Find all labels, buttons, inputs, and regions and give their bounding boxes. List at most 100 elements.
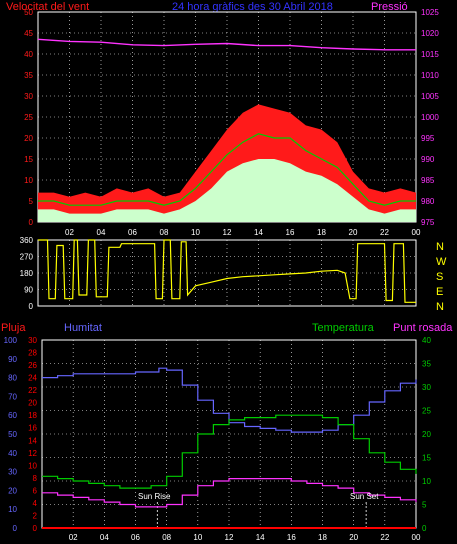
time-tick-label: 04 xyxy=(97,228,106,237)
time-tick-label: 06 xyxy=(131,533,140,542)
humidity-tick-label: 10 xyxy=(8,505,17,514)
time-tick-label: 04 xyxy=(100,533,109,542)
humidity-tick-label: 20 xyxy=(8,486,17,495)
time-tick-label: 00 xyxy=(412,228,421,237)
pressure-tick-label: 980 xyxy=(421,197,435,206)
rain-tick-label: 26 xyxy=(28,361,37,370)
rain-tick-label: 20 xyxy=(28,399,37,408)
wind-speed-title: Velocitat del vent xyxy=(6,1,89,13)
wind-tick-label: 20 xyxy=(24,134,33,143)
humidity-tick-label: 0 xyxy=(13,524,18,533)
direction-tick-label: 360 xyxy=(20,236,34,245)
rain-tick-label: 8 xyxy=(33,474,38,483)
lower-series xyxy=(42,367,417,529)
rain-tick-label: 10 xyxy=(28,461,37,470)
rain-tick-label: 30 xyxy=(28,336,37,345)
wind-time-axis: 02 04 06 08 10 12 14 16 18 20 22 00 xyxy=(65,228,421,237)
humidity-tick-label: 70 xyxy=(8,392,17,401)
humidity-tick-label: 60 xyxy=(8,411,17,420)
direction-tick-label: 180 xyxy=(20,269,34,278)
time-tick-label: 16 xyxy=(286,228,295,237)
time-tick-label: 12 xyxy=(223,228,232,237)
rain-tick-label: 22 xyxy=(28,386,37,395)
time-tick-label: 12 xyxy=(225,533,234,542)
wind-speed-axis: 0 5 10 15 20 25 30 35 40 45 50 xyxy=(24,8,33,227)
time-tick-label: 16 xyxy=(287,533,296,542)
pressure-tick-label: 1005 xyxy=(421,92,439,101)
temperature-tick-label: 40 xyxy=(422,336,431,345)
time-tick-label: 02 xyxy=(69,533,78,542)
wind-tick-label: 5 xyxy=(29,197,34,206)
compass-label: N xyxy=(436,241,444,253)
temperature-tick-label: 25 xyxy=(422,407,431,416)
time-tick-label: 20 xyxy=(349,533,358,542)
compass-label: N xyxy=(436,301,444,313)
gust-avg-line xyxy=(38,133,416,206)
temperature-tick-label: 5 xyxy=(422,501,427,510)
time-tick-label: 06 xyxy=(128,228,137,237)
temperature-tick-label: 10 xyxy=(422,477,431,486)
humidity-tick-label: 30 xyxy=(8,468,17,477)
humidity-tick-label: 50 xyxy=(8,430,17,439)
direction-axis: 0 90 180 270 360 xyxy=(20,236,34,311)
humidity-tick-label: 100 xyxy=(4,336,18,345)
temperature-tick-label: 30 xyxy=(422,383,431,392)
direction-tick-label: 90 xyxy=(24,286,33,295)
time-tick-label: 18 xyxy=(318,533,327,542)
humidity-line xyxy=(42,367,417,433)
time-tick-label: 14 xyxy=(254,228,263,237)
temperature-line xyxy=(42,414,417,489)
direction-tick-label: 270 xyxy=(20,253,34,262)
direction-series xyxy=(38,239,416,303)
rain-tick-label: 6 xyxy=(33,486,38,495)
time-tick-label: 22 xyxy=(380,533,389,542)
pressure-tick-label: 1015 xyxy=(421,50,439,59)
direction-tick-label: 0 xyxy=(29,302,34,311)
compass-label: S xyxy=(436,271,443,283)
temperature-tick-label: 0 xyxy=(422,524,427,533)
pressure-axis: 975 980 985 990 995 1000 1005 1010 1015 1020 1025 xyxy=(421,8,439,227)
humidity-title: Humitat xyxy=(64,322,102,334)
time-tick-label: 10 xyxy=(193,533,202,542)
direction-panel-grid xyxy=(38,239,417,307)
lower-time-axis: 02 04 06 08 10 12 14 16 18 20 22 00 xyxy=(69,533,421,542)
sunset-label: Sun Set xyxy=(350,492,379,501)
rain-tick-label: 24 xyxy=(28,374,37,383)
time-tick-label: 14 xyxy=(256,533,265,542)
rain-tick-label: 12 xyxy=(28,449,37,458)
rain-tick-label: 14 xyxy=(28,436,37,445)
pressure-tick-label: 1010 xyxy=(421,71,439,80)
pressure-tick-label: 975 xyxy=(421,218,435,227)
wind-tick-label: 40 xyxy=(24,50,33,59)
rain-tick-label: 18 xyxy=(28,411,37,420)
time-tick-label: 18 xyxy=(317,228,326,237)
dewpoint-line xyxy=(42,478,417,508)
time-tick-label: 02 xyxy=(65,228,74,237)
temperature-axis: 0 5 10 15 20 25 30 35 40 xyxy=(422,336,431,533)
time-tick-label: 20 xyxy=(349,228,358,237)
temperature-tick-label: 15 xyxy=(422,454,431,463)
pressure-line xyxy=(37,38,416,51)
rain-tick-label: 4 xyxy=(33,499,38,508)
direction-line xyxy=(38,239,416,303)
time-tick-label: 10 xyxy=(191,228,200,237)
wind-tick-label: 30 xyxy=(24,92,33,101)
rain-title: Pluja xyxy=(1,322,26,334)
rain-tick-label: 0 xyxy=(33,524,38,533)
wind-tick-label: 25 xyxy=(24,113,33,122)
chart-title: 24 hora gràfics des 30 Abril 2018 xyxy=(172,1,333,13)
pressure-tick-label: 1025 xyxy=(421,8,439,17)
wind-tick-label: 0 xyxy=(29,218,34,227)
humidity-axis: 0 10 20 30 40 50 60 70 80 90 100 xyxy=(4,336,18,533)
rain-tick-label: 28 xyxy=(28,349,37,358)
sunrise-label: Sun Rise xyxy=(138,492,171,501)
rain-tick-label: 2 xyxy=(33,511,38,520)
dewpoint-title: Punt rosada xyxy=(393,322,453,334)
wind-avg-area xyxy=(38,159,416,222)
wind-tick-label: 50 xyxy=(24,8,33,17)
temperature-tick-label: 35 xyxy=(422,360,431,369)
